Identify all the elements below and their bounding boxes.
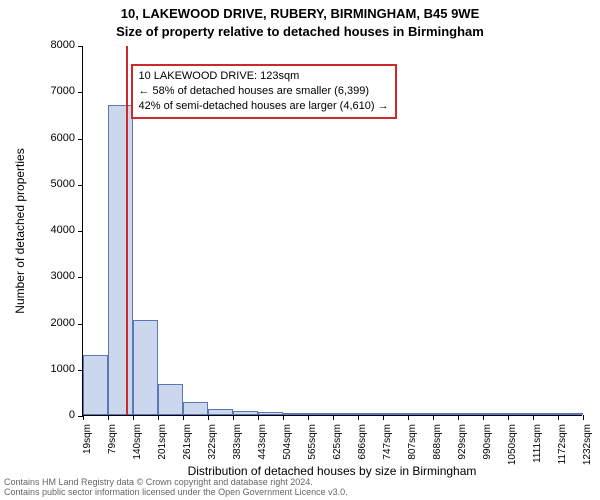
x-tick <box>583 415 584 420</box>
footer: Contains HM Land Registry data © Crown c… <box>4 478 348 498</box>
x-tick <box>483 415 484 420</box>
x-tick <box>158 415 159 420</box>
histogram-bar <box>433 413 458 415</box>
histogram-bar <box>458 413 483 415</box>
x-tick-label: 686sqm <box>357 424 368 474</box>
histogram-bar <box>408 413 433 415</box>
histogram-bar <box>533 413 558 415</box>
x-tick-label: 929sqm <box>457 424 468 474</box>
x-tick-label: 261sqm <box>182 424 193 474</box>
x-tick-label: 504sqm <box>282 424 293 474</box>
histogram-bar <box>308 413 333 415</box>
x-tick-label: 19sqm <box>82 424 93 474</box>
info-box-line: 10 LAKEWOOD DRIVE: 123sqm <box>139 69 389 84</box>
x-tick <box>133 415 134 420</box>
histogram-bar <box>133 320 158 415</box>
x-tick <box>333 415 334 420</box>
footer-line-2: Contains public sector information licen… <box>4 488 348 498</box>
title-line-2: Size of property relative to detached ho… <box>0 24 600 39</box>
x-tick <box>83 415 84 420</box>
x-tick-label: 443sqm <box>257 424 268 474</box>
y-tick-label: 2000 <box>35 317 75 329</box>
x-tick <box>283 415 284 420</box>
histogram-bar <box>283 413 308 415</box>
x-tick-label: 868sqm <box>432 424 443 474</box>
x-tick <box>408 415 409 420</box>
x-tick <box>458 415 459 420</box>
x-tick-label: 1172sqm <box>557 424 568 474</box>
plot-area: 01000200030004000500060007000800010 LAKE… <box>82 46 582 416</box>
x-tick-label: 807sqm <box>407 424 418 474</box>
x-tick <box>383 415 384 420</box>
histogram-bar <box>508 413 533 415</box>
x-tick-label: 201sqm <box>157 424 168 474</box>
histogram-bar <box>183 402 208 415</box>
histogram-bar <box>358 413 383 415</box>
histogram-bar <box>108 105 133 415</box>
histogram-bar <box>483 413 508 415</box>
y-tick-label: 8000 <box>35 39 75 51</box>
x-tick <box>183 415 184 420</box>
y-tick-label: 6000 <box>35 132 75 144</box>
y-axis-label-container: Number of detached properties <box>10 46 28 416</box>
histogram-bar <box>158 384 183 415</box>
y-tick-label: 4000 <box>35 224 75 236</box>
histogram-bar <box>558 413 583 415</box>
histogram-bar <box>208 409 233 415</box>
x-tick-label: 1050sqm <box>507 424 518 474</box>
y-axis-label: Number of detached properties <box>13 131 27 331</box>
x-tick <box>433 415 434 420</box>
info-box-line: 42% of semi-detached houses are larger (… <box>139 99 389 114</box>
x-tick <box>358 415 359 420</box>
page: 10, LAKEWOOD DRIVE, RUBERY, BIRMINGHAM, … <box>0 0 600 500</box>
title-line-1: 10, LAKEWOOD DRIVE, RUBERY, BIRMINGHAM, … <box>0 6 600 21</box>
histogram-bar <box>233 411 258 415</box>
x-tick-label: 383sqm <box>232 424 243 474</box>
x-tick-label: 625sqm <box>332 424 343 474</box>
x-tick-label: 565sqm <box>307 424 318 474</box>
y-tick-label: 7000 <box>35 85 75 97</box>
x-tick <box>233 415 234 420</box>
x-tick <box>108 415 109 420</box>
property-marker-line <box>126 46 128 415</box>
x-tick <box>508 415 509 420</box>
y-tick-label: 5000 <box>35 178 75 190</box>
x-tick <box>208 415 209 420</box>
y-tick-label: 0 <box>35 409 75 421</box>
info-box-line: ← 58% of detached houses are smaller (6,… <box>139 84 389 99</box>
y-tick-label: 1000 <box>35 363 75 375</box>
histogram-bar <box>383 413 408 415</box>
histogram-bar <box>83 355 108 415</box>
info-box: 10 LAKEWOOD DRIVE: 123sqm← 58% of detach… <box>131 64 397 119</box>
y-tick-label: 3000 <box>35 270 75 282</box>
x-tick-label: 990sqm <box>482 424 493 474</box>
x-tick-label: 322sqm <box>207 424 218 474</box>
histogram-bar <box>333 413 358 415</box>
x-tick-label: 747sqm <box>382 424 393 474</box>
x-tick <box>558 415 559 420</box>
x-tick <box>258 415 259 420</box>
x-tick-label: 79sqm <box>107 424 118 474</box>
histogram-bar <box>258 412 283 415</box>
x-tick-label: 1232sqm <box>582 424 593 474</box>
x-tick-label: 140sqm <box>132 424 143 474</box>
x-tick-label: 1111sqm <box>532 424 543 474</box>
x-tick <box>308 415 309 420</box>
x-tick <box>533 415 534 420</box>
